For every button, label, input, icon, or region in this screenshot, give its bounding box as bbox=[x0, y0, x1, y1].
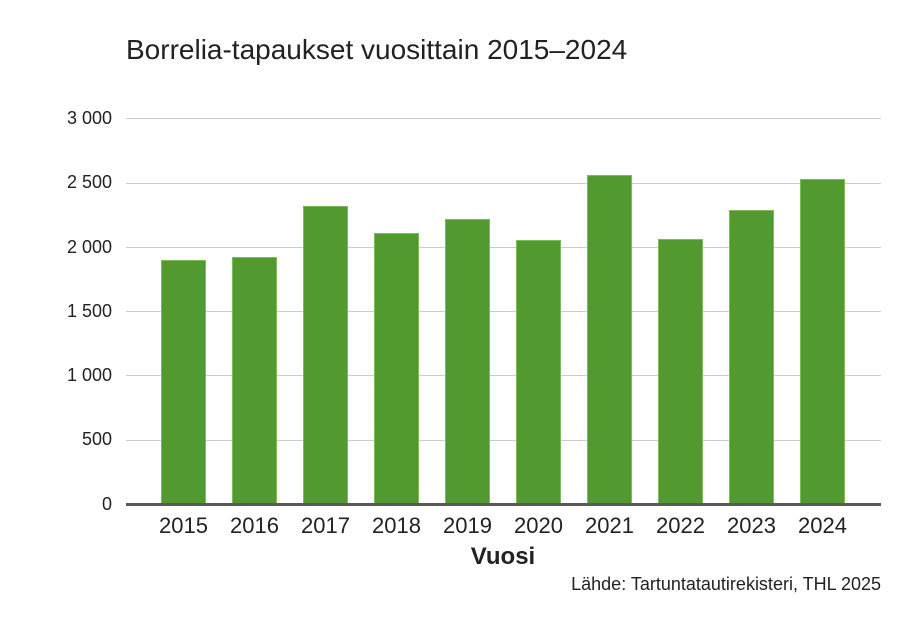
gridline bbox=[126, 375, 881, 377]
y-tick-label: 2 500 bbox=[66, 172, 112, 193]
bar-2018 bbox=[374, 233, 419, 505]
x-tick-label: 2022 bbox=[656, 513, 705, 538]
chart-title: Borrelia-tapaukset vuosittain 2015–2024 bbox=[126, 34, 628, 65]
y-tick-label: 1 000 bbox=[66, 365, 112, 385]
source-note: Lähde: Tartuntatautirekisteri, THL 2025 bbox=[571, 574, 881, 594]
y-tick-label: 1 500 bbox=[66, 300, 112, 321]
gridline bbox=[126, 246, 881, 248]
gridline bbox=[126, 439, 881, 441]
gridline bbox=[126, 118, 881, 120]
x-tick-label: 2023 bbox=[727, 513, 776, 538]
bar-2022 bbox=[658, 238, 703, 505]
gridline bbox=[126, 182, 881, 184]
y-tick-label: 3 000 bbox=[66, 108, 112, 128]
gridline bbox=[126, 311, 881, 312]
bar-2019 bbox=[445, 219, 490, 505]
bar-2020 bbox=[516, 240, 561, 505]
x-tick-label: 2018 bbox=[372, 513, 421, 538]
y-tick-label: 500 bbox=[81, 429, 112, 450]
x-tick-label: 2021 bbox=[585, 513, 634, 538]
x-tick-label: 2016 bbox=[230, 513, 279, 538]
x-tick-label: 2015 bbox=[159, 513, 208, 538]
bar-2024 bbox=[800, 179, 845, 505]
bar-2016 bbox=[232, 257, 277, 505]
x-axis-label: Vuosi bbox=[470, 543, 536, 570]
bar-2017 bbox=[303, 206, 348, 505]
y-tick-label: 0 bbox=[101, 493, 112, 514]
x-tick-label: 2024 bbox=[798, 513, 847, 538]
bar-2015 bbox=[161, 259, 206, 505]
x-tick-label: 2019 bbox=[443, 513, 492, 538]
x-axis-line bbox=[126, 503, 881, 506]
bar-2021 bbox=[587, 174, 632, 505]
y-tick-label: 2 000 bbox=[66, 236, 112, 257]
x-tick-label: 2020 bbox=[514, 513, 563, 538]
x-tick-label: 2017 bbox=[301, 513, 350, 538]
bar-2023 bbox=[729, 210, 774, 505]
